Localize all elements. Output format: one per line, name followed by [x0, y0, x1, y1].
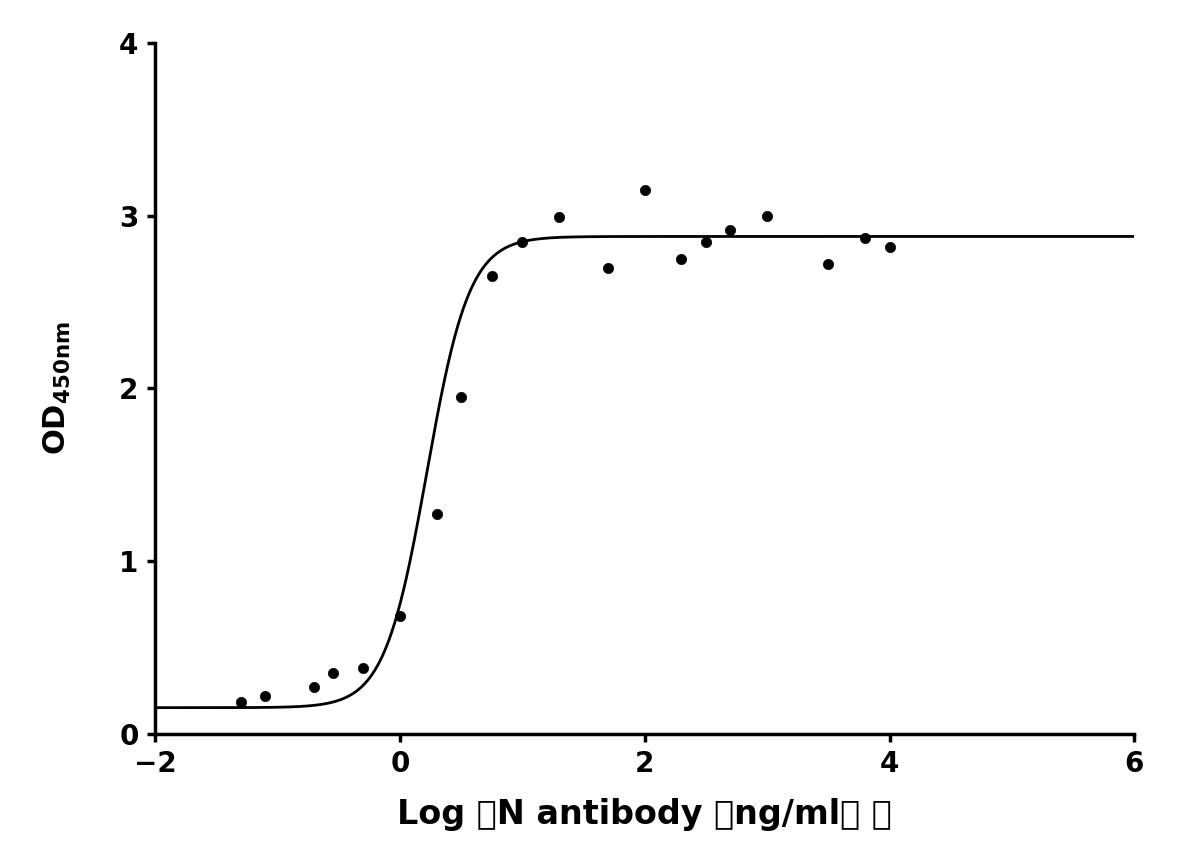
Point	[757, 209, 776, 223]
Point	[819, 257, 838, 271]
Point	[353, 661, 373, 675]
Point	[451, 390, 470, 404]
Point	[482, 269, 501, 283]
Point	[696, 235, 715, 249]
Point	[855, 231, 874, 245]
Point	[324, 666, 343, 680]
Point	[635, 183, 654, 197]
Point	[598, 261, 617, 274]
X-axis label: Log （N antibody （ng/ml） ）: Log （N antibody （ng/ml） ）	[398, 797, 892, 831]
Point	[390, 609, 410, 623]
Point	[672, 252, 691, 266]
Point	[427, 507, 447, 521]
Point	[513, 235, 533, 249]
Point	[232, 696, 251, 709]
Point	[880, 240, 899, 254]
Point	[256, 689, 275, 702]
Point	[304, 680, 324, 694]
Point	[549, 211, 568, 224]
Text: $\mathbf{OD}_{\mathbf{450nm}}$: $\mathbf{OD}_{\mathbf{450nm}}$	[42, 321, 73, 456]
Point	[721, 223, 740, 236]
